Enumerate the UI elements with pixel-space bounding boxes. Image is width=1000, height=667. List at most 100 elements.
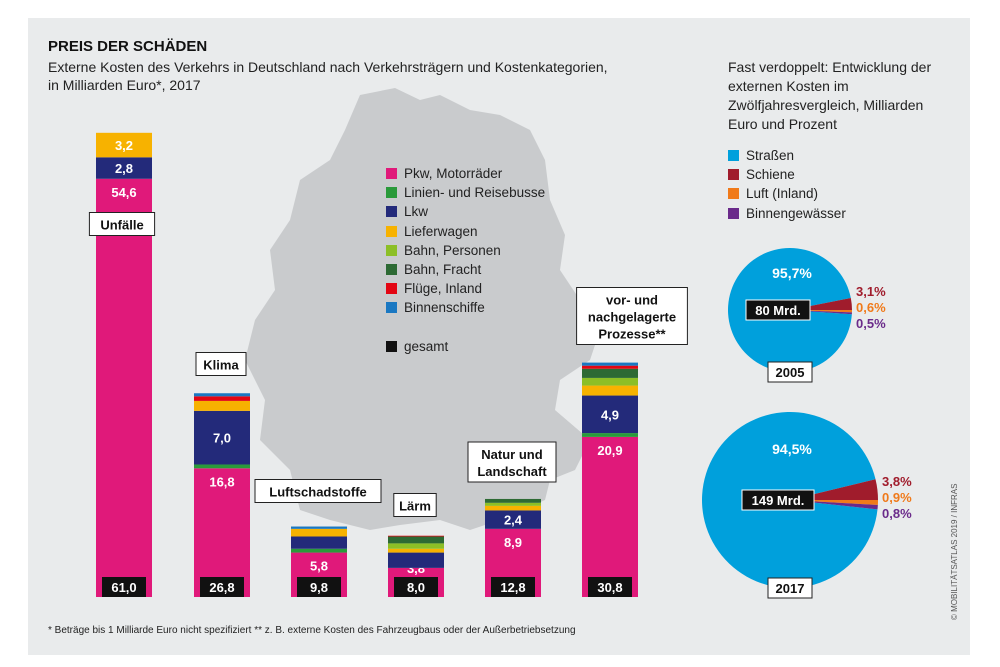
legend-swatch (386, 206, 397, 218)
total-label: 61,0 (111, 580, 136, 595)
pie-year-box (767, 361, 813, 383)
pie-total-label: 80 Mrd. (755, 303, 801, 318)
legend-swatch (728, 150, 739, 162)
total-label: 8,0 (407, 580, 425, 595)
pie-title: Fast verdoppelt: Entwicklung der externe… (728, 59, 932, 132)
bar-segment (388, 543, 444, 549)
category-label: Unfälle (100, 218, 143, 233)
legend-item: Bahn, Personen (386, 241, 545, 260)
bar-segment (582, 362, 638, 366)
bar-segment (582, 395, 638, 434)
category-label: Luftschadstoffe (269, 485, 367, 500)
segment-label: 8,9 (504, 535, 522, 550)
total-box (394, 577, 438, 597)
legend-label: Binnenschiffe (404, 300, 485, 316)
legend-item: Flüge, Inland (386, 279, 545, 298)
legend-label: Pkw, Motorräder (404, 166, 503, 182)
bar-segment (388, 548, 444, 553)
legend-label: Binnengewässer (746, 205, 846, 221)
legend-swatch (728, 169, 739, 181)
total-label: 30,8 (597, 580, 622, 595)
legend-swatch (728, 188, 739, 200)
segment-label: 20,9 (597, 443, 622, 458)
legend-swatch (386, 283, 397, 295)
total-label: 26,8 (209, 580, 234, 595)
bar-segment (291, 548, 347, 553)
category-label: Lärm (399, 499, 431, 514)
legend-item: Lkw (386, 202, 545, 221)
bar-segment (194, 393, 250, 397)
bar-segment (194, 396, 250, 401)
bar-segment (388, 552, 444, 568)
bar-segment (582, 368, 638, 378)
bar-segment (485, 502, 541, 506)
legend-swatch (386, 168, 397, 180)
segment-label: 5,8 (310, 559, 328, 574)
pie-slice-label: 3,1% (856, 284, 886, 299)
segment-label: 54,6 (111, 185, 136, 200)
bar-segment (582, 377, 638, 386)
legend-item: Pkw, Motorräder (386, 164, 545, 183)
legend-label: Flüge, Inland (404, 281, 483, 297)
legend-item: Binnengewässer (728, 204, 846, 223)
legend-label: Lieferwagen (404, 223, 478, 239)
pie-legend: Straßen Schiene Luft (Inland) Binnengewässe… (728, 146, 846, 223)
total-box (297, 577, 341, 597)
legend-swatch (386, 302, 397, 314)
bar-segment (291, 526, 347, 529)
bar-segment (388, 535, 444, 537)
bar-segment (485, 510, 541, 529)
bar-segment (582, 433, 638, 437)
bar-segment (194, 464, 250, 469)
bar-segment (291, 536, 347, 549)
segment-label: 16,8 (209, 474, 234, 489)
legend-swatch (386, 340, 397, 352)
legend-item: Straßen (728, 146, 846, 165)
segment-label: 3,2 (115, 138, 133, 153)
total-box (200, 577, 244, 597)
legend-swatch (386, 264, 397, 276)
category-label-box (576, 287, 688, 345)
pie-total-box (745, 299, 811, 321)
category-label: nachgelagerte (588, 310, 676, 325)
bar-segment (291, 528, 347, 537)
germany-map (245, 88, 600, 530)
category-label-box (88, 212, 156, 236)
bar-segment (388, 536, 444, 544)
legend-label: Linien- und Reisebusse (404, 185, 546, 201)
pie-year-label: 2017 (776, 581, 805, 596)
category-label-box (254, 479, 382, 503)
legend-label: Bahn, Fracht (404, 262, 482, 278)
category-label-box (195, 352, 247, 376)
bar-segment (96, 132, 152, 158)
footnote: * Beträge bis 1 Milliarde Euro nicht spe… (48, 625, 576, 636)
pie-slice-label: 0,8% (882, 506, 912, 521)
legend-swatch (386, 244, 397, 256)
legend-label: Lkw (404, 204, 429, 220)
bar-segment (96, 157, 152, 179)
pie-slice-label: 95,7% (772, 265, 812, 281)
pie-total-label: 149 Mrd. (752, 493, 805, 508)
pie-slice-label: 0,5% (856, 316, 886, 331)
total-box (102, 577, 146, 597)
chart-title: PREIS DER SCHÄDEN (48, 38, 208, 55)
category-label: Klima (203, 358, 239, 373)
bar-segment (582, 365, 638, 369)
pie-slice-label: 3,8% (882, 474, 912, 489)
bar-segment (485, 498, 541, 503)
bar-legend: Pkw, Motorräder Linien- und Reisebusse Lkw… (386, 164, 545, 356)
bar-segment (582, 385, 638, 396)
chart-subtitle: Externe Kosten des Verkehrs in Deutschla… (48, 59, 608, 93)
segment-label: 2,4 (504, 513, 523, 528)
segment-label: 2,8 (115, 161, 133, 176)
total-label: 9,8 (310, 580, 328, 595)
bar-segment (194, 400, 250, 411)
legend-label: gesamt (404, 338, 449, 354)
legend-swatch (386, 187, 397, 199)
legend-swatch (386, 225, 397, 237)
legend-swatch (728, 207, 739, 219)
legend-item: gesamt (386, 337, 545, 356)
bar-segment (485, 505, 541, 511)
segment-label: 4,9 (601, 407, 619, 422)
